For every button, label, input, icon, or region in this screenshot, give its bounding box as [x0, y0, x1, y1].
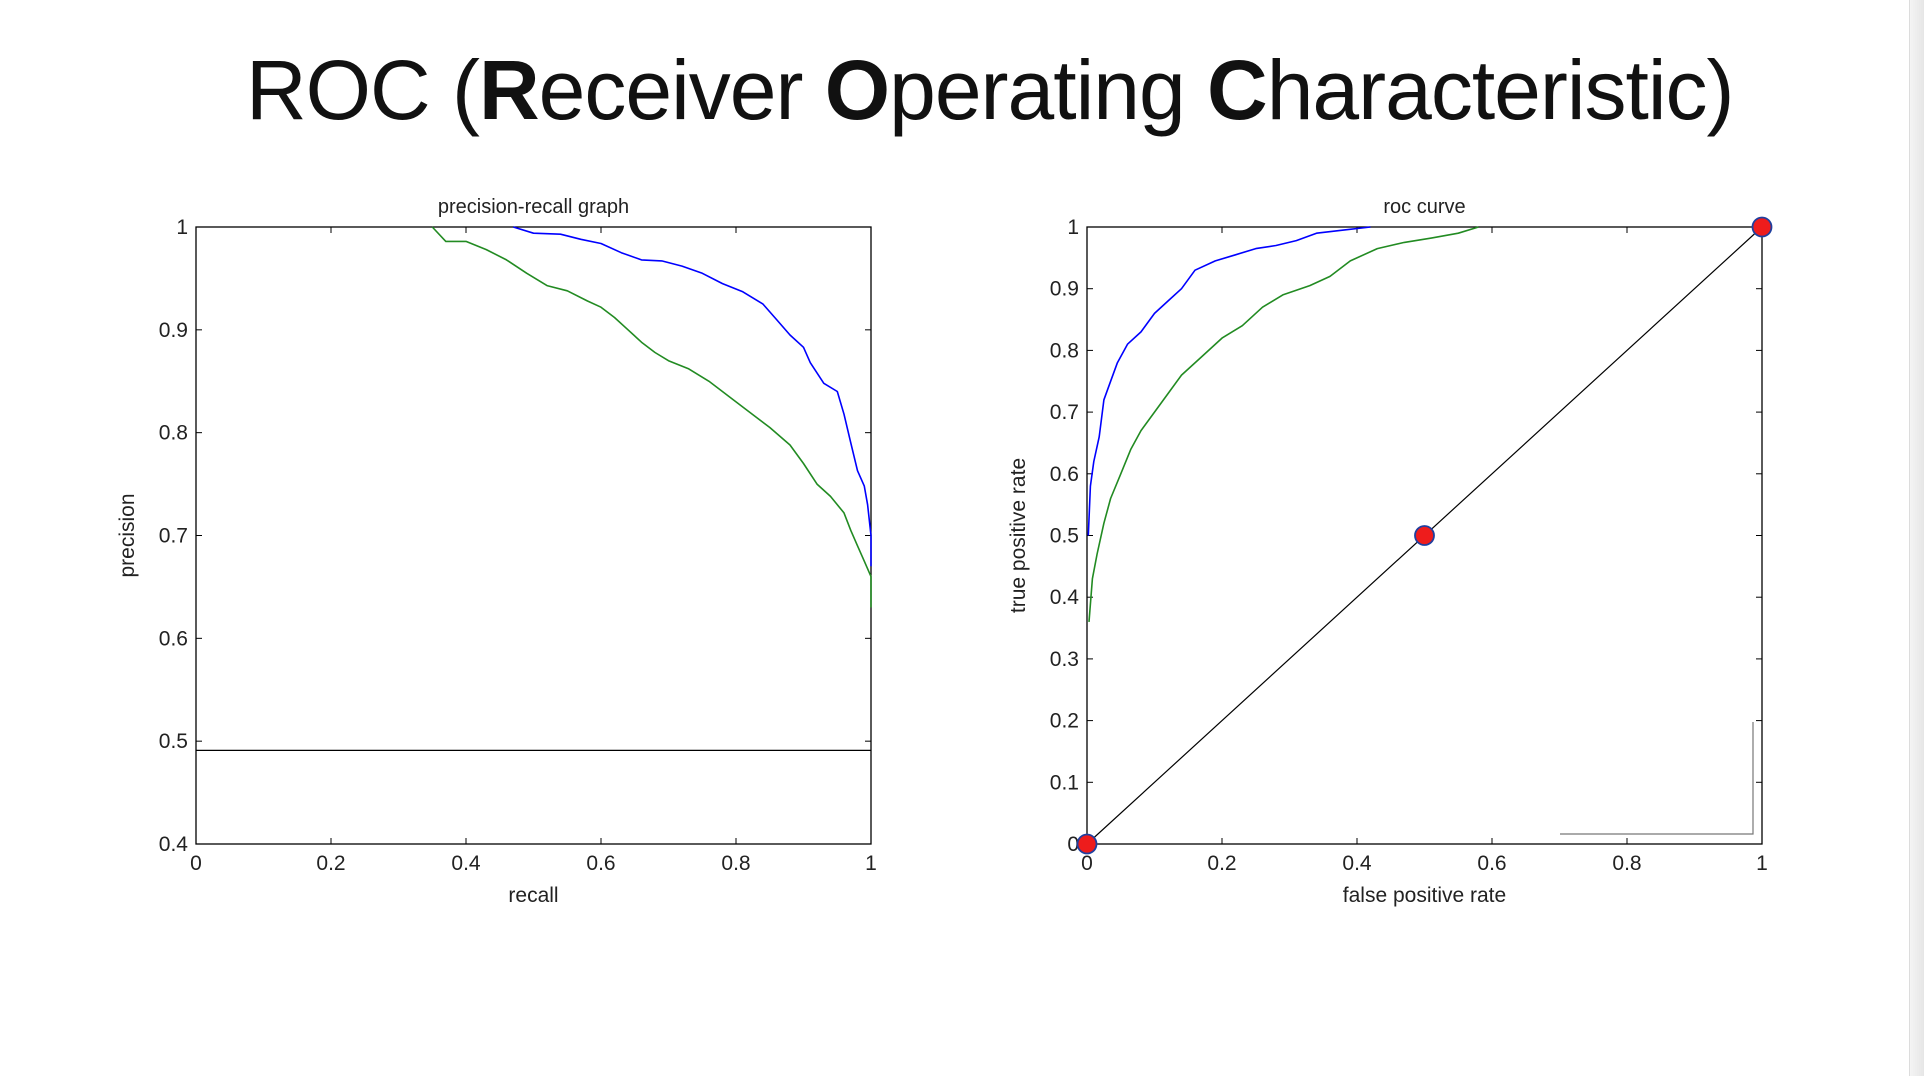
pr-xtick-label: 0.2 — [316, 852, 345, 875]
pr-plot-frame — [195, 226, 872, 845]
pr-xtick-label: 0.4 — [451, 852, 481, 875]
title-part: O — [824, 43, 890, 137]
title-part: R — [478, 43, 540, 137]
roc-ytick-label: 0.6 — [1050, 463, 1079, 486]
roc-ytick-label: 0.3 — [1050, 648, 1079, 671]
roc-point-marker — [1414, 525, 1435, 546]
pr-ytick-label: 1 — [176, 216, 188, 239]
pr-y-axis-label: precision — [116, 493, 139, 577]
roc-ytick-label: 0.9 — [1050, 278, 1079, 301]
roc-xtick-label: 0 — [1081, 852, 1093, 875]
pr-x-axis-label: recall — [508, 884, 558, 907]
slide-edge — [1909, 0, 1924, 1076]
pr-ytick-label: 0.7 — [159, 525, 188, 548]
roc-ytick-label: 0.2 — [1050, 710, 1079, 733]
roc-ytick-label: 0.8 — [1050, 339, 1079, 362]
roc-series-1 — [1088, 226, 1479, 622]
pr-ytick-label: 0.8 — [159, 422, 188, 445]
pr-series-0 — [513, 226, 872, 567]
roc-residual-frame — [1560, 722, 1754, 835]
pr-ytick-label: 0.9 — [159, 319, 188, 342]
pr-xtick-label: 0.8 — [721, 852, 750, 875]
roc-ytick-label: 0.7 — [1050, 401, 1079, 424]
pr-ytick-label: 0.6 — [159, 627, 188, 650]
roc-xtick-label: 1 — [1756, 852, 1768, 875]
roc-xtick-label: 0.2 — [1207, 852, 1236, 875]
pr-chart: 0 0.2 0.4 0.6 0.8 1 0.4 0.5 0.6 0.7 0.8 0.9 1 precisi… — [116, 196, 877, 907]
roc-point-marker — [1076, 833, 1098, 855]
pr-ytick-label: 0.4 — [159, 833, 189, 856]
pr-ytick-label: 0.5 — [159, 730, 188, 753]
roc-series-0 — [1087, 226, 1371, 536]
roc-ytick-label: 0.5 — [1050, 525, 1079, 548]
title-part: perating — [889, 43, 1208, 137]
title-part: eceiver — [538, 43, 825, 137]
pr-xtick-label: 1 — [865, 852, 877, 875]
roc-ytick-label: 0 — [1067, 833, 1079, 856]
roc-xtick-label: 0.4 — [1342, 852, 1372, 875]
roc-y-axis-label: true positive rate — [1007, 458, 1030, 613]
roc-point-marker — [1751, 216, 1773, 238]
roc-ytick-label: 0.1 — [1050, 771, 1079, 794]
roc-chart-title: roc curve — [1383, 196, 1465, 218]
roc-xtick-label: 0.8 — [1612, 852, 1641, 875]
title-part: C — [1207, 43, 1268, 137]
title-part: haracteristic) — [1266, 43, 1735, 137]
pr-chart-title: precision-recall graph — [438, 196, 629, 218]
pr-series-1 — [431, 226, 872, 608]
pr-xtick-label: 0.6 — [586, 852, 615, 875]
pr-xtick-label: 0 — [190, 852, 202, 875]
slide-title: ROC (Receiver Operating Characteristic) — [246, 42, 1734, 139]
roc-chart: 0 0.2 0.4 0.6 0.8 1 0 0.1 0.2 0.3 0.4 0.5 0.6 0.7 0.8 0… — [1007, 196, 1773, 907]
roc-ytick-label: 1 — [1067, 216, 1079, 239]
roc-xtick-label: 0.6 — [1477, 852, 1506, 875]
roc-x-axis-label: false positive rate — [1343, 884, 1506, 907]
roc-ytick-label: 0.4 — [1050, 586, 1080, 609]
title-part: ROC ( — [246, 43, 480, 137]
